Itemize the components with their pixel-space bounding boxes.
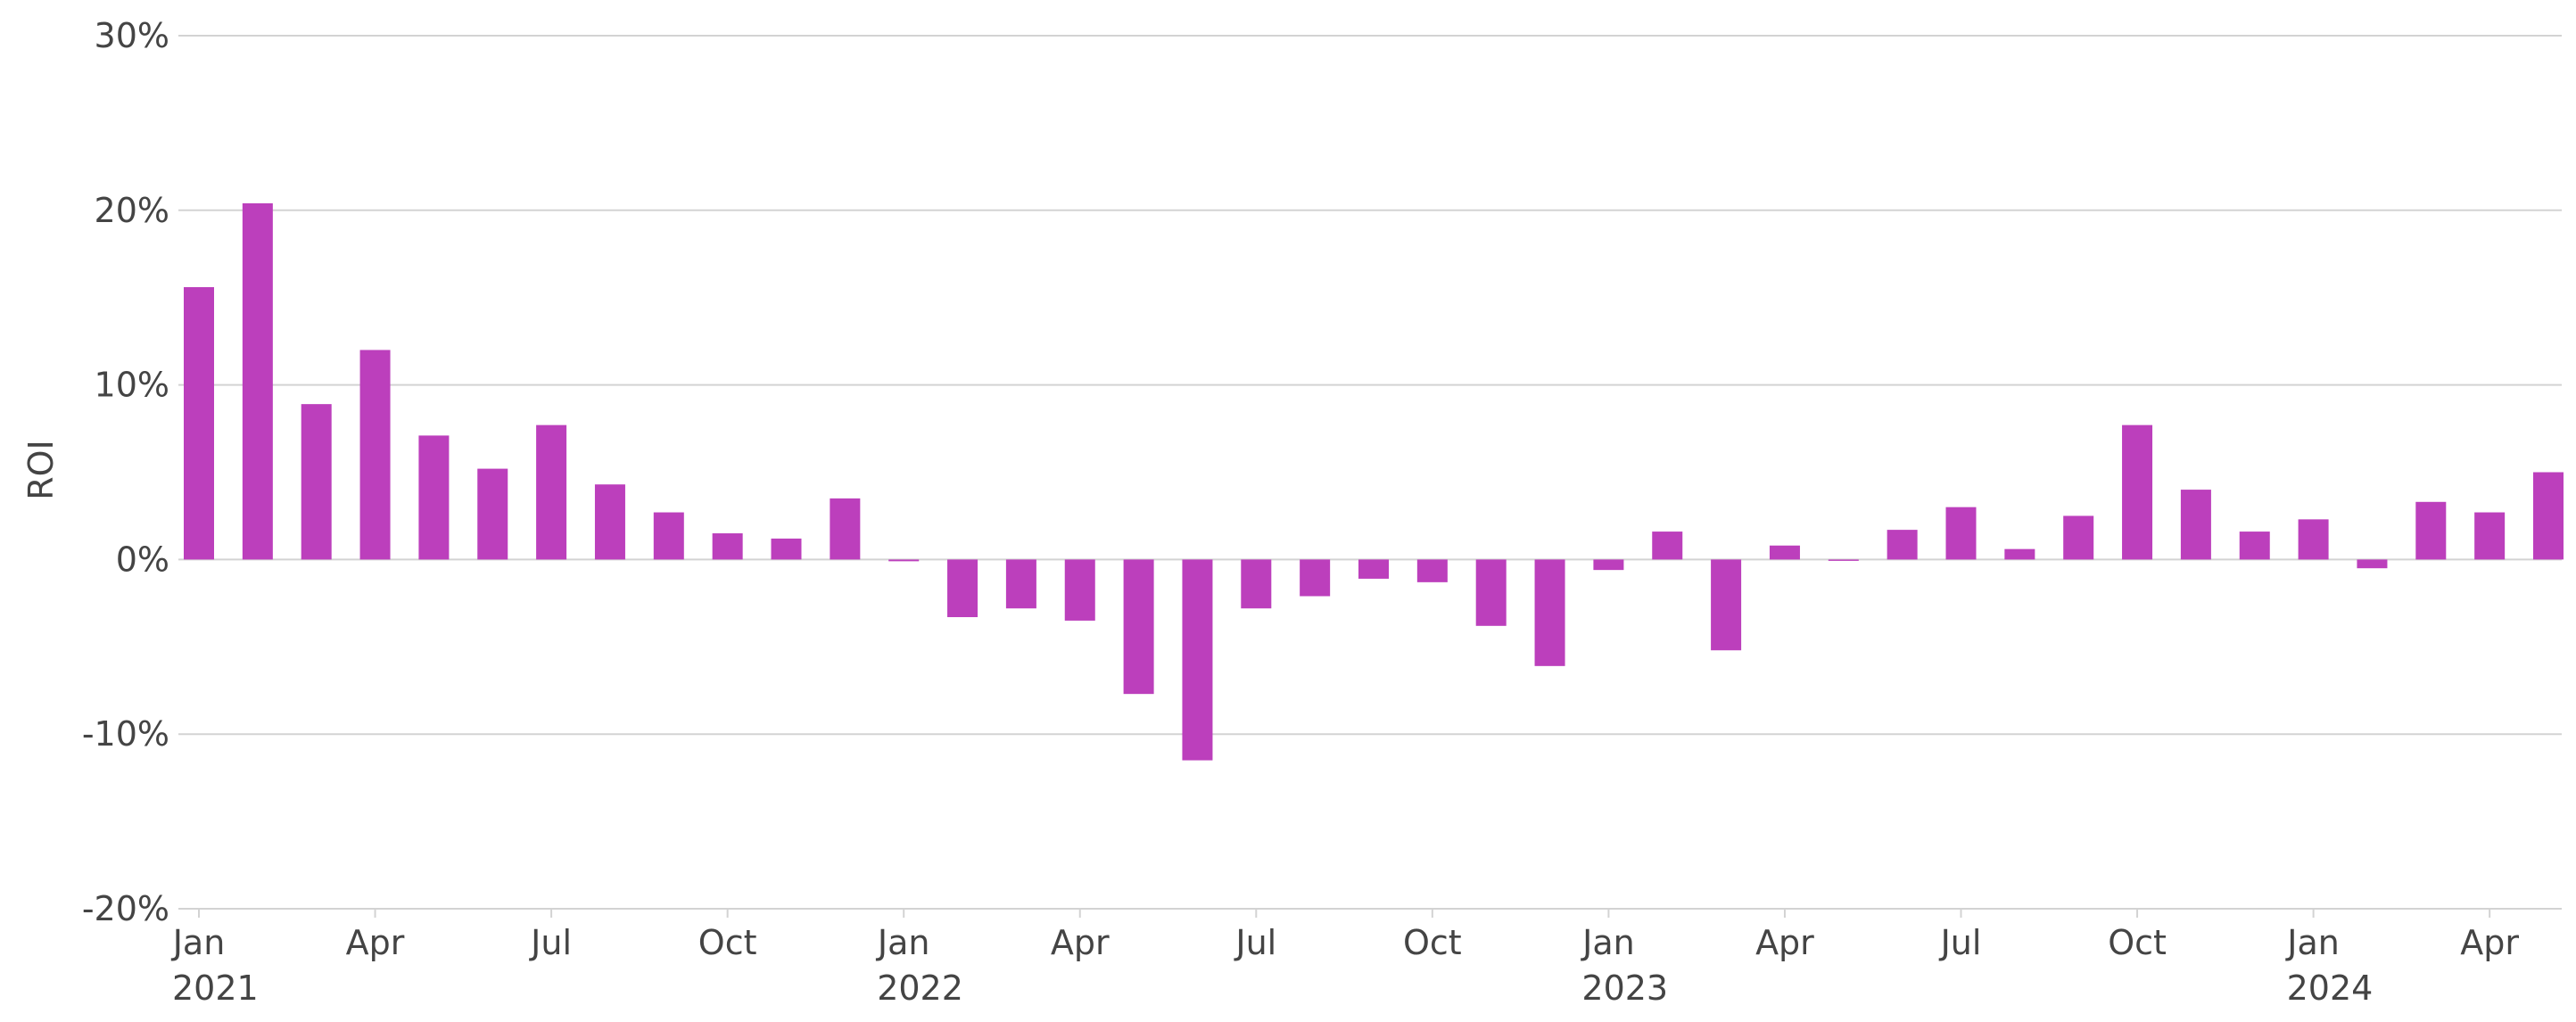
bars	[184, 202, 2564, 761]
bar-2022-04	[1064, 559, 1095, 621]
bar-2021-04	[359, 350, 391, 560]
bar-2023-01	[1593, 559, 1624, 571]
bar-2021-06	[477, 468, 508, 560]
x-tick-label-month: Apr	[1051, 923, 1110, 962]
x-tick-label-month: Jan	[2285, 923, 2340, 962]
bar-2023-08	[2004, 548, 2035, 560]
x-tick-label-month: Apr	[346, 923, 405, 962]
bar-2021-01	[184, 286, 214, 560]
bar-2024-03	[2415, 501, 2447, 560]
x-tick-label-month: Oct	[2108, 923, 2167, 962]
bar-2023-07	[1945, 507, 1977, 560]
x-tick-label-month: Jan	[1581, 923, 1635, 962]
bar-2023-06	[1887, 530, 1918, 560]
bar-2024-02	[2357, 559, 2388, 569]
x-tick-label-month: Oct	[1403, 923, 1462, 962]
x-tick-label-month: Jan	[171, 923, 226, 962]
gridlines	[178, 35, 2562, 910]
y-tick-label: 0%	[116, 540, 169, 579]
x-axis-tick-labels: Jan 2021 Apr Jul Oct Jan 2022 Apr Jul Oct Jan 2023 A…	[171, 909, 2519, 1008]
bar-2022-12	[1534, 559, 1565, 666]
bar-2023-09	[2063, 515, 2094, 560]
bar-2023-05	[1828, 559, 1859, 561]
y-tick-label: -20%	[82, 889, 169, 928]
bar-2021-02	[242, 202, 273, 560]
x-tick-label-year: 2021	[172, 968, 259, 1008]
bar-2021-10	[712, 533, 743, 560]
bar-2022-11	[1475, 559, 1507, 626]
bar-2023-02	[1652, 532, 1683, 560]
x-tick-label-month: Apr	[2460, 923, 2519, 962]
x-tick-label-month: Jul	[529, 923, 572, 962]
y-axis-tick-labels: 30% 20% 10% 0% -10% -20%	[82, 16, 169, 928]
bar-2023-12	[2239, 532, 2270, 560]
bar-2021-11	[771, 538, 802, 560]
bar-2021-12	[830, 498, 861, 560]
bar-2021-03	[301, 404, 332, 560]
bar-2021-05	[418, 435, 450, 560]
x-tick-label-month: Apr	[1755, 923, 1814, 962]
x-tick-label-month: Jul	[1234, 923, 1276, 962]
bar-2022-02	[947, 559, 978, 618]
y-tick-label: 30%	[95, 16, 169, 55]
bar-2024-04	[2474, 512, 2506, 560]
y-tick-label: 20%	[95, 191, 169, 230]
bar-2021-08	[594, 484, 625, 560]
bar-2024-01	[2298, 519, 2329, 560]
bar-2021-07	[536, 424, 567, 560]
bar-2022-01	[888, 559, 920, 562]
y-tick-label: 10%	[95, 366, 169, 405]
x-tick-label-month: Oct	[698, 923, 757, 962]
bar-2021-09	[653, 512, 684, 560]
bar-2023-04	[1769, 545, 1800, 560]
bar-2023-11	[2180, 490, 2211, 560]
bar-2023-03	[1711, 559, 1742, 651]
bar-2022-05	[1123, 559, 1154, 695]
y-tick-label: -10%	[82, 714, 169, 754]
x-tick-label-month: Jan	[876, 923, 930, 962]
y-axis-label: ROI	[21, 440, 61, 500]
bar-2022-07	[1241, 559, 1272, 609]
x-tick-label-year: 2024	[2287, 968, 2374, 1008]
bar-2022-10	[1416, 559, 1448, 582]
bar-2023-10	[2122, 424, 2153, 560]
x-tick-label-month: Jul	[1939, 923, 1982, 962]
bar-2024-05	[2533, 472, 2564, 560]
x-tick-label-year: 2023	[1581, 968, 1668, 1008]
bar-2022-06	[1182, 559, 1213, 761]
bar-2022-03	[1005, 559, 1036, 609]
bar-2022-09	[1358, 559, 1389, 579]
bar-2022-08	[1300, 559, 1331, 597]
x-tick-label-year: 2022	[877, 968, 963, 1008]
